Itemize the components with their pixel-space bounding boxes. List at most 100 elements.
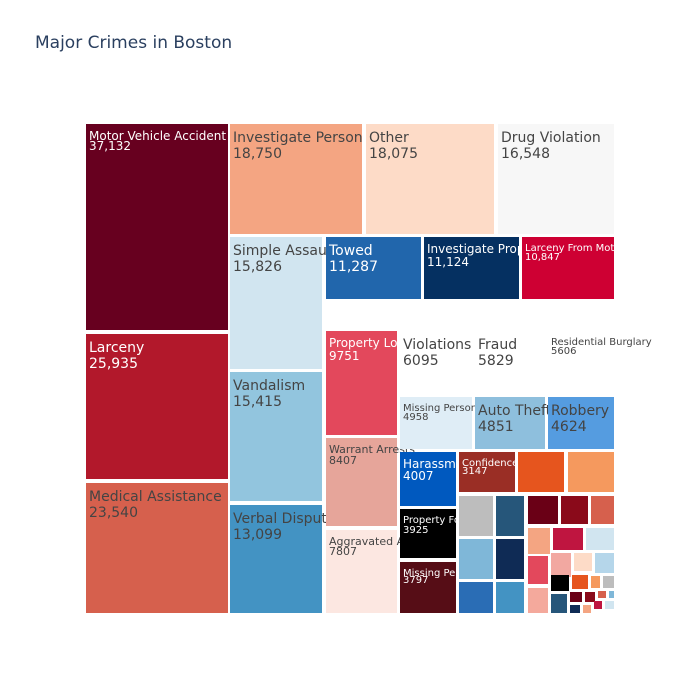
tile-rect <box>548 331 614 393</box>
tile-small[interactable] <box>459 582 493 613</box>
tile-small[interactable] <box>603 576 614 588</box>
tile-rect <box>366 124 494 234</box>
tile-rect <box>230 124 362 234</box>
tile-small[interactable] <box>518 452 564 492</box>
tile-small[interactable] <box>570 605 580 613</box>
tile-small[interactable] <box>583 605 591 613</box>
tile-value: 8407 <box>329 454 357 467</box>
tile-small[interactable] <box>585 592 595 602</box>
tile-value: 18,750 <box>233 146 282 162</box>
tile-rect <box>400 562 456 613</box>
tile-label: Fraud <box>478 337 517 353</box>
tile-label: Robbery <box>551 403 609 419</box>
tile-small[interactable] <box>586 528 614 550</box>
tile-label: Medical Assistance <box>89 489 222 505</box>
tile-label: Investigate Person <box>233 130 363 146</box>
tile-small[interactable] <box>496 539 524 579</box>
tile-rect <box>230 237 322 369</box>
tile-value: 15,415 <box>233 394 282 410</box>
tile-value: 13,099 <box>233 527 282 543</box>
tile-small[interactable] <box>561 496 588 524</box>
tile-small[interactable] <box>605 601 614 609</box>
chart-title: Major Crimes in Boston <box>35 33 233 53</box>
tile-small[interactable] <box>459 539 493 579</box>
tile-value: 9751 <box>329 349 360 363</box>
tile-small[interactable] <box>551 553 571 577</box>
tile-value: 25,935 <box>89 356 138 372</box>
tile-label: Investigate Property <box>427 242 549 256</box>
tile-rect <box>400 397 472 449</box>
tile-value: 15,826 <box>233 259 282 275</box>
tile-value: 23,540 <box>89 505 138 521</box>
tile-small[interactable] <box>572 575 588 589</box>
tile-small[interactable] <box>551 575 569 591</box>
tile-small[interactable] <box>570 592 582 602</box>
tile-rect <box>400 509 456 558</box>
tile-rect <box>326 438 397 526</box>
tile-small[interactable] <box>528 528 550 554</box>
tile-small[interactable] <box>528 588 548 613</box>
tile-value: 7807 <box>329 545 357 558</box>
tile-value: 11,124 <box>427 255 469 269</box>
tile-small[interactable] <box>553 528 583 550</box>
tile-label: Harassment <box>403 457 476 471</box>
tile-label: Violations <box>403 337 471 353</box>
tile-small[interactable] <box>496 582 524 613</box>
tile-value: 3797 <box>403 575 428 586</box>
tile-small[interactable] <box>591 496 614 524</box>
tile-small[interactable] <box>568 452 614 492</box>
tile-rect <box>475 331 545 393</box>
tile-rect <box>548 397 614 449</box>
tile-label: Residential Burglary <box>551 337 652 348</box>
tile-small[interactable] <box>528 496 558 524</box>
tile-small[interactable] <box>459 496 493 536</box>
tile-small[interactable] <box>574 553 592 571</box>
tile-label: Verbal Disputes <box>233 511 343 527</box>
tile-label: Larceny <box>89 340 144 356</box>
tile-label: Larceny From Motor Vehicle <box>525 243 663 254</box>
tile-small[interactable] <box>528 556 548 584</box>
tile-small[interactable] <box>598 591 606 598</box>
tile-small[interactable] <box>594 601 602 609</box>
tile-rect <box>230 372 322 501</box>
tile-label: Property Lost <box>329 336 409 350</box>
tile-value: 4851 <box>478 419 514 435</box>
tile-value: 4007 <box>403 469 434 483</box>
tile-small[interactable] <box>591 576 600 588</box>
tile-rect <box>326 530 397 613</box>
tile-label: Towed <box>328 243 373 259</box>
tile-small[interactable] <box>609 591 614 598</box>
tile-label: Missing Person Located <box>403 403 520 414</box>
tile-label: Confidence Games <box>462 458 556 469</box>
tile-small[interactable] <box>551 594 567 613</box>
tile-value: 5606 <box>551 346 576 357</box>
tile-label: Warrant Arrests <box>329 443 415 456</box>
tile-small[interactable] <box>496 496 524 536</box>
tile-value: 3925 <box>403 525 428 536</box>
tile-rect <box>400 331 472 393</box>
tile-small[interactable] <box>595 553 614 573</box>
